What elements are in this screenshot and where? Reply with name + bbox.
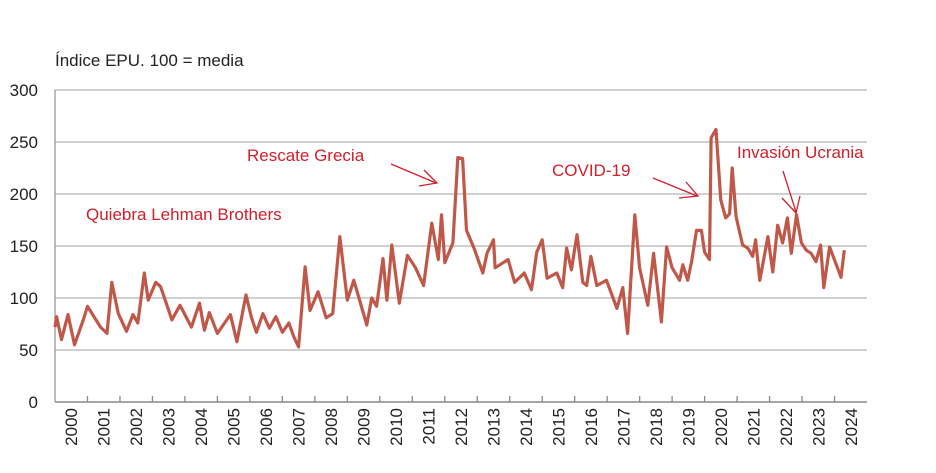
x-tick-label: 2009 xyxy=(355,408,374,446)
x-tick-label: 2010 xyxy=(387,408,406,446)
x-tick-label: 2014 xyxy=(517,408,536,446)
x-tick-label: 2021 xyxy=(744,408,763,446)
x-tick-label: 2011 xyxy=(420,408,439,445)
x-tick-label: 2005 xyxy=(225,408,244,446)
x-tick-label: 2012 xyxy=(452,408,471,446)
y-tick-label: 200 xyxy=(10,185,38,204)
series-line xyxy=(53,127,846,349)
x-tick-label: 2024 xyxy=(842,408,861,446)
x-tick-label: 2003 xyxy=(160,408,179,446)
x-tick-label: 2007 xyxy=(290,408,309,446)
x-tick-label: 2008 xyxy=(322,408,341,446)
y-tick-label: 50 xyxy=(19,341,38,360)
y-axis-label: Índice EPU. 100 = media xyxy=(55,51,244,70)
x-tick-label: 2013 xyxy=(484,408,503,446)
x-tick-label: 2001 xyxy=(95,408,114,446)
y-tick-label: 300 xyxy=(10,81,38,100)
x-tick-label: 2016 xyxy=(582,408,601,446)
arrow-invasion-ucrania xyxy=(781,170,801,215)
y-tick-label: 100 xyxy=(10,289,38,308)
x-tick-label: 2023 xyxy=(809,408,828,446)
x-tick-label: 2015 xyxy=(549,408,568,446)
y-tick-label: 150 xyxy=(10,237,38,256)
y-tick-label: 250 xyxy=(10,133,38,152)
annotation-invasion-ucrania: Invasión Ucrania xyxy=(737,143,864,162)
x-tick-label: 2004 xyxy=(192,408,211,446)
x-tick-label: 2006 xyxy=(257,408,276,446)
annotation-rescate-grecia: Rescate Grecia xyxy=(247,146,365,165)
x-tick-label: 2022 xyxy=(777,408,796,446)
x-tick-label: 2017 xyxy=(614,408,633,446)
x-tick-label: 2019 xyxy=(679,408,698,446)
annotation-covid: COVID-19 xyxy=(552,161,630,180)
x-tick-label: 2020 xyxy=(712,408,731,446)
annotation-lehman: Quiebra Lehman Brothers xyxy=(86,205,282,224)
y-tick-label: 0 xyxy=(29,393,38,412)
arrow-covid xyxy=(652,177,700,199)
arrow-rescate-grecia xyxy=(390,163,439,187)
x-tick-label: 2018 xyxy=(647,408,666,446)
x-tick-label: 2002 xyxy=(127,408,146,446)
x-tick-label: 2000 xyxy=(62,408,81,446)
